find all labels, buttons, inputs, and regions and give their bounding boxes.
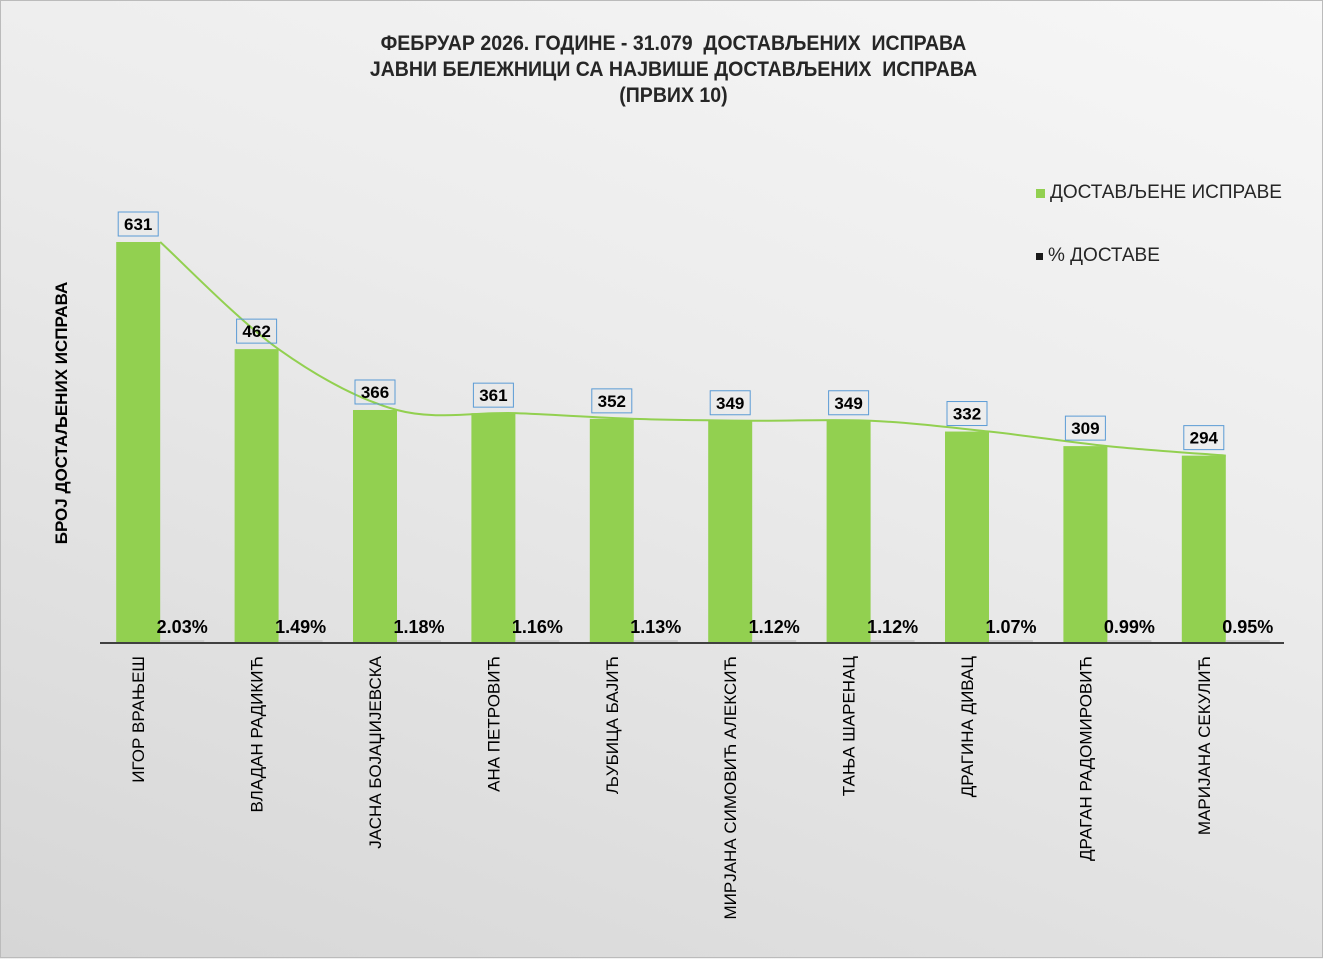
bar-delivered (945, 431, 989, 642)
data-label-value: 631 (124, 215, 152, 234)
data-label-value: 349 (834, 394, 862, 413)
legend-swatch-black (1036, 252, 1043, 260)
data-label-box (354, 379, 396, 405)
data-label-value: 462 (242, 322, 270, 341)
data-label-box (117, 211, 159, 237)
data-label-box (472, 382, 514, 408)
bar-delivered (116, 242, 161, 642)
data-label-box (1183, 425, 1225, 451)
data-label-percent: 2.03% (157, 617, 208, 637)
data-label-percent: 0.99% (1104, 617, 1155, 637)
data-label-box (591, 388, 633, 414)
title-line-2: ЈАВНИ БЕЛЕЖНИЦИ СА НАЈВИШЕ ДОСТАВЉЕНИХ И… (369, 58, 978, 81)
data-label-percent: 0.95% (1222, 617, 1273, 637)
data-label-value: 332 (953, 405, 981, 424)
bar-percent (633, 640, 678, 642)
bar-percent (1225, 640, 1270, 642)
title-line-3: (ПРВИХ 10) (619, 84, 728, 107)
legend-item-percent: % ДОСТАВЕ (1036, 245, 1160, 267)
bar-percent (752, 640, 797, 642)
bar-percent (515, 640, 560, 642)
data-label-percent: 1.12% (749, 617, 800, 637)
x-tick-label: ЈАСНА БОЈАЏИЈЕВСКА (366, 655, 385, 848)
data-label-value: 352 (598, 392, 626, 411)
bar-percent (1107, 640, 1152, 642)
data-label-percent: 1.12% (867, 617, 918, 637)
data-label-value: 309 (1071, 419, 1099, 438)
trendline (159, 241, 1226, 457)
data-label-percent: 1.49% (275, 617, 326, 637)
bar-percent (278, 640, 323, 642)
data-label-box (946, 401, 988, 427)
bar-delivered (1181, 455, 1226, 642)
legend-item-delivered: ДОСТАВЉЕНЕ ИСПРАВЕ (1036, 182, 1282, 204)
bar-delivered (589, 418, 634, 642)
bar-delivered (1063, 446, 1108, 642)
data-label-value: 361 (479, 386, 507, 405)
bar-percent (160, 640, 205, 642)
legend-swatch-green (1036, 188, 1045, 198)
chart-title: ФЕБРУАР 2026. ГОДИНЕ - 31.079 ДОСТАВЉЕНИ… (48, 31, 1299, 109)
data-label-box (1064, 415, 1106, 441)
x-tick-label: ИГОР ВРАЊЕШ (129, 656, 148, 783)
data-label-percent: 1.16% (512, 617, 563, 637)
bar-percent (870, 640, 915, 642)
bar-percent (397, 640, 441, 642)
x-tick-label: ДРАГАН РАДОМИРОВИЋ (1076, 656, 1095, 861)
legend-label: % ДОСТАВЕ (1048, 245, 1160, 266)
data-label-box (236, 318, 278, 344)
data-label-value: 294 (1190, 429, 1219, 448)
title-line-1: ФЕБРУАР 2026. ГОДИНЕ - 31.079 ДОСТАВЉЕНИ… (380, 32, 967, 55)
bar-delivered (353, 409, 397, 642)
x-tick-label: МАРИЈАНА СЕКУЛИЋ (1195, 656, 1214, 835)
x-tick-label: ТАЊА ШАРЕНАЦ (840, 656, 859, 797)
bar-percent (989, 640, 1033, 642)
x-tick-label: МИРЈАНА СИМОВИЋ АЛЕКСИЋ (721, 656, 740, 920)
x-tick-label: ДРАГИНА ДИВАЦ (958, 656, 977, 798)
bar-delivered (471, 413, 516, 642)
data-label-value: 366 (361, 383, 389, 402)
bar-delivered (708, 420, 753, 642)
bar-delivered (234, 349, 279, 642)
legend-label: ДОСТАВЉЕНЕ ИСПРАВЕ (1050, 182, 1282, 203)
x-tick-label: АНА ПЕТРОВИЋ (484, 656, 503, 792)
x-tick-label: ВЛАДАН РАДИКИЋ (248, 656, 267, 813)
data-label-value: 349 (716, 394, 744, 413)
data-label-box (828, 390, 870, 416)
data-label-percent: 1.13% (630, 617, 681, 637)
bar-delivered (826, 420, 871, 642)
x-tick-label: ЉУБИЦА БАЈИЋ (603, 656, 622, 794)
data-label-percent: 1.18% (393, 617, 444, 637)
data-label-box (709, 390, 751, 416)
data-label-percent: 1.07% (985, 617, 1036, 637)
